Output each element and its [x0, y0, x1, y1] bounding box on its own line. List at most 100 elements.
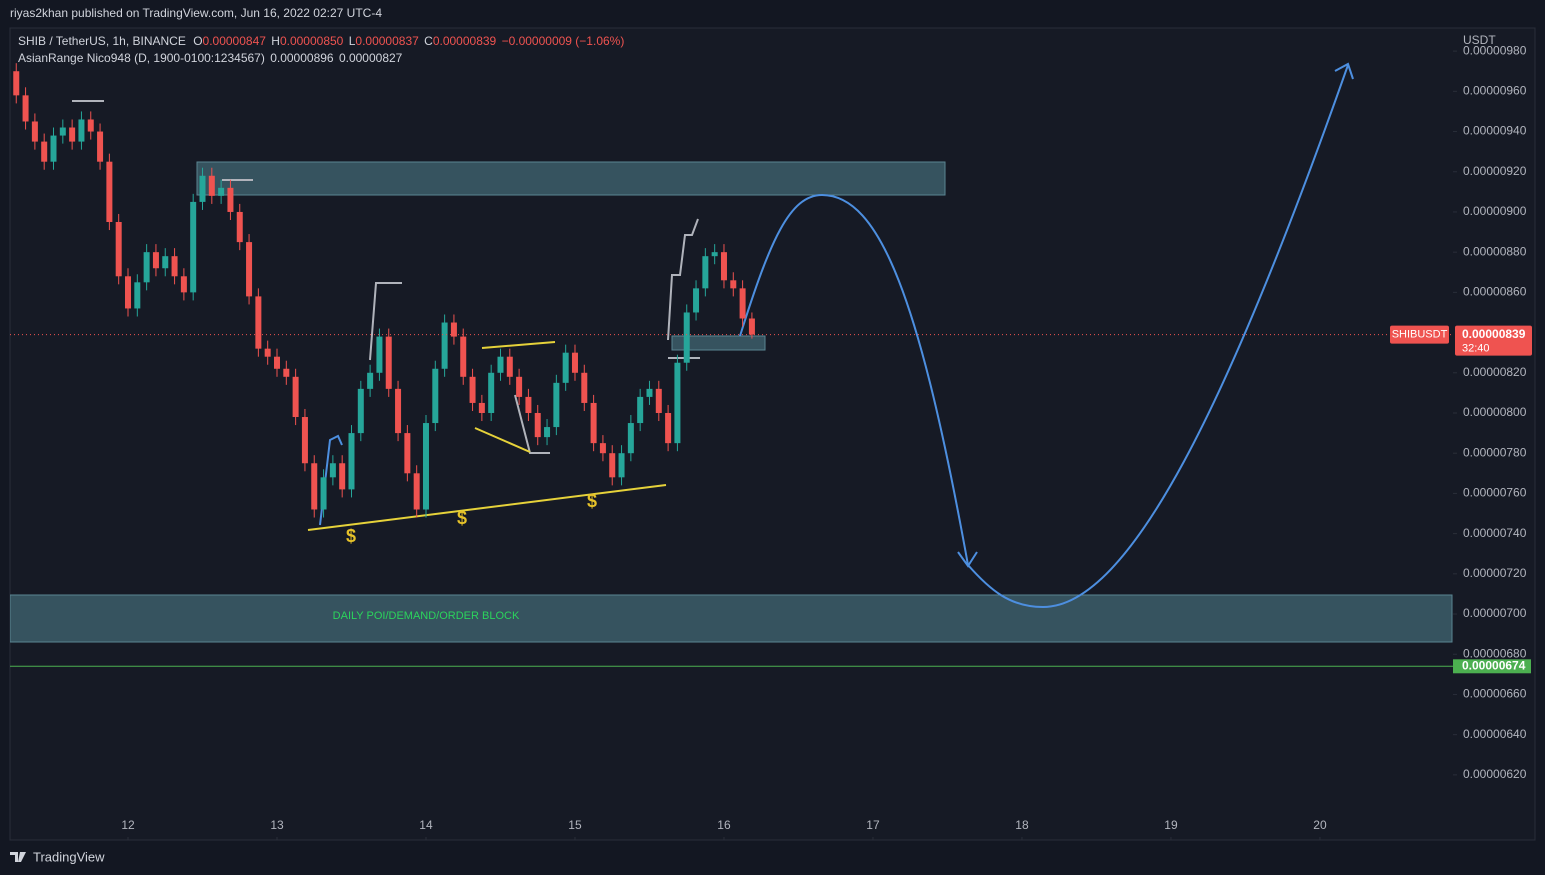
ohlc-key: L: [349, 34, 356, 48]
candle-body: [702, 256, 709, 289]
overlay: 0.00000620 0.00000640 0.00000660 0.00000680…: [10, 43, 1532, 840]
candle-body: [134, 282, 141, 309]
candle-body: [283, 368, 290, 377]
trend-line: [307, 484, 667, 531]
candle-body: [320, 477, 327, 510]
x-tick-label: 20: [1313, 818, 1327, 832]
candle-body: [571, 352, 578, 373]
candle-body: [59, 127, 66, 136]
candle-body: [115, 222, 122, 277]
candle-body: [711, 252, 718, 257]
y-tick-label: 0.00000960: [1463, 83, 1527, 97]
candle-body: [218, 187, 225, 196]
candle-body: [236, 211, 243, 243]
candle-body: [590, 402, 597, 444]
candle-body: [22, 95, 29, 122]
y-tick-label: 0.00000620: [1463, 767, 1527, 781]
candle-body: [469, 376, 476, 403]
symbol-tag: SHIBUSDT: [1392, 328, 1448, 340]
candle-body: [180, 276, 187, 293]
y-tick-label: 0.00000880: [1463, 244, 1527, 258]
candle-body: [264, 348, 271, 357]
last-price-box: [1455, 325, 1532, 356]
candle-body: [441, 322, 448, 369]
trend-line: [474, 427, 531, 453]
candle-body: [404, 433, 411, 474]
candle-body: [339, 463, 346, 490]
range-line: [667, 218, 699, 341]
candle-body: [31, 121, 38, 142]
x-tick-label: 12: [121, 818, 135, 832]
candle-body: [190, 201, 197, 293]
candle-body: [395, 388, 402, 434]
level-box: [1453, 659, 1531, 674]
candle-body: [78, 119, 85, 142]
candle-body: [292, 376, 299, 418]
y-tick-label: 0.00000720: [1463, 566, 1527, 580]
candle-body: [553, 382, 560, 428]
y-tick-label: 0.00000700: [1463, 606, 1527, 620]
ohlc-key: O: [193, 34, 202, 48]
logo-icon: [10, 852, 26, 862]
candle-body: [478, 402, 485, 413]
indicator-value: 0.00000896: [270, 51, 334, 65]
ohlc-value: 0.00000837: [355, 34, 419, 48]
candle-body: [683, 312, 690, 363]
x-tick-label: 13: [270, 818, 284, 832]
candle-body: [637, 396, 644, 424]
y-tick-label: 0.00000760: [1463, 486, 1527, 500]
candle-body: [665, 412, 672, 444]
candle-body: [97, 131, 104, 162]
candle-body: [516, 376, 523, 397]
candle-body: [488, 372, 495, 413]
y-tick-label: 0.00000940: [1463, 124, 1527, 138]
indicator-value: 0.00000827: [339, 51, 403, 65]
candle-body: [13, 71, 20, 96]
brand: TradingView: [33, 849, 105, 864]
y-tick-label: 0.00000780: [1463, 445, 1527, 459]
ohlc-key: C: [424, 34, 433, 48]
candle-body: [87, 119, 94, 132]
x-tick-label: 19: [1164, 818, 1178, 832]
supply-zone: [196, 161, 946, 196]
legend: SHIB / TetherUS, 1h, BINANCE O0.00000847…: [18, 34, 624, 48]
zone-label: DAILY POI/DEMAND/ORDER BLOCK: [333, 610, 520, 622]
candle-body: [730, 280, 737, 289]
candle-body: [171, 256, 178, 277]
candle-body: [376, 336, 383, 373]
y-tick-label: 0.00000660: [1463, 687, 1527, 701]
candle-body: [413, 473, 420, 510]
symbol-tag-box: [1390, 325, 1449, 344]
candle-body: [69, 127, 76, 142]
y-tick-label: 0.00000680: [1463, 646, 1527, 660]
arrow-head: [957, 551, 978, 568]
candle-body: [432, 368, 439, 424]
candle-body: [143, 252, 150, 283]
candle-body: [497, 356, 504, 373]
candle-body: [450, 322, 457, 337]
candle-body: [255, 296, 262, 349]
small-zone: [671, 335, 766, 351]
symbol: SHIB / TetherUS, 1h, BINANCE: [18, 34, 186, 48]
candle-body: [748, 318, 755, 335]
dollar-mark: $: [346, 526, 356, 546]
candle-body: [246, 242, 253, 297]
candle-body: [534, 412, 541, 438]
candle-body: [655, 388, 662, 413]
candle-body: [674, 362, 681, 444]
y-tick-label: 0.00000740: [1463, 526, 1527, 540]
candle-body: [41, 141, 48, 162]
ohlc-value: 0.00000847: [203, 34, 267, 48]
last-price-label: 0.00000839: [1462, 327, 1526, 341]
candle-body: [599, 443, 606, 454]
ohlc-value: 0.00000839: [433, 34, 497, 48]
countdown: 32:40: [1462, 342, 1490, 354]
y-tick-label: 0.00000920: [1463, 164, 1527, 178]
x-tick-label: 18: [1015, 818, 1029, 832]
candle-body: [720, 252, 727, 281]
y-tick-label: 0.00000820: [1463, 365, 1527, 379]
footer-logo: TradingView: [10, 849, 105, 864]
arrow-head: [1334, 62, 1354, 80]
